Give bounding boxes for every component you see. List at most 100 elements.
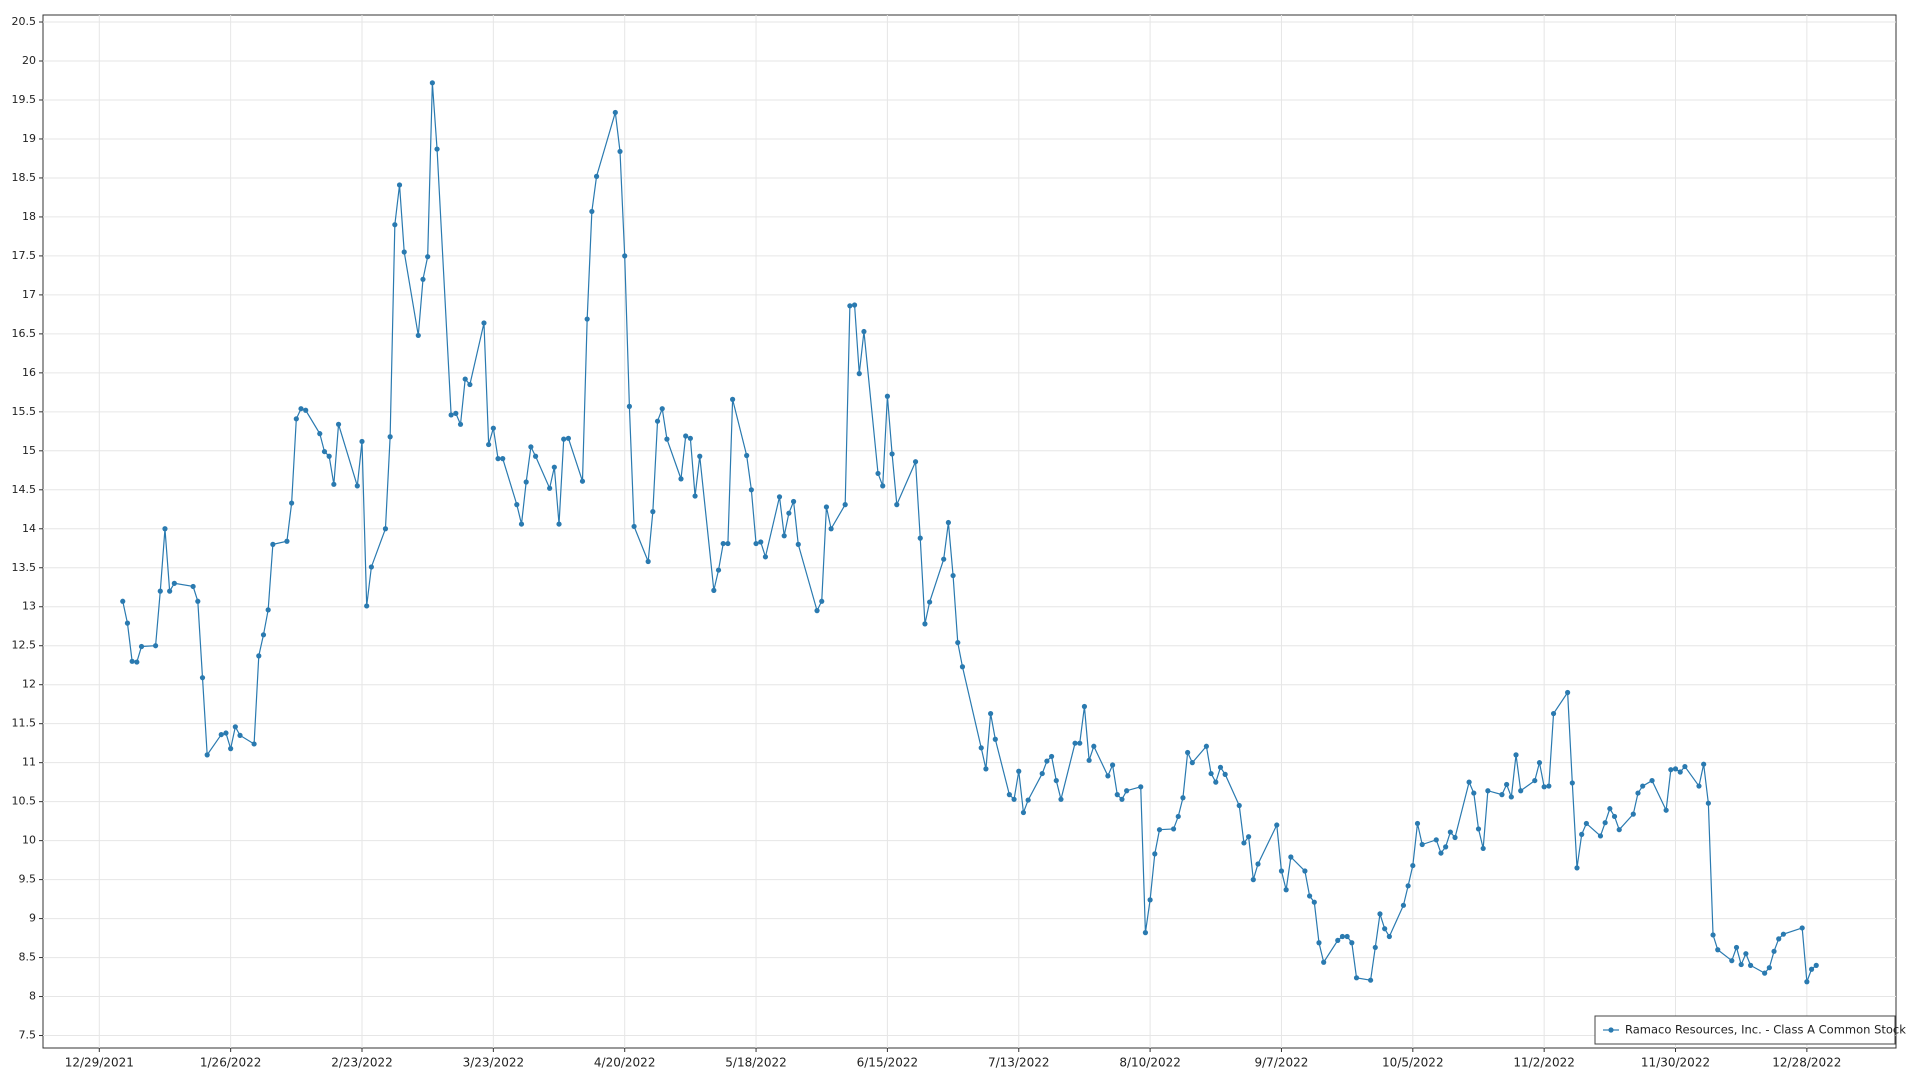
x-tick-label: 3/23/2022: [463, 1056, 525, 1070]
x-tick-label: 7/13/2022: [988, 1056, 1050, 1070]
y-tick-label: 12: [22, 678, 36, 691]
data-point: [776, 494, 783, 500]
data-point: [514, 502, 520, 508]
data-point: [922, 621, 928, 627]
x-tick-label: 12/28/2022: [1772, 1056, 1841, 1070]
data-point: [1682, 763, 1688, 770]
data-point: [1466, 779, 1472, 785]
data-point: [1640, 783, 1646, 789]
data-point: [1672, 766, 1679, 772]
data-point: [1053, 777, 1059, 784]
data-point: [335, 421, 342, 427]
data-point: [1780, 931, 1787, 937]
x-tick-label: 12/29/2021: [65, 1056, 134, 1070]
data-point: [1504, 781, 1510, 788]
data-point: [1541, 784, 1547, 790]
data-point: [518, 521, 525, 527]
data-point: [758, 539, 764, 545]
data-point: [124, 620, 131, 626]
data-point: [1447, 829, 1453, 835]
data-point: [626, 403, 632, 409]
y-tick-label: 8: [29, 990, 36, 1003]
data-point: [1377, 911, 1383, 917]
y-tick-label: 13: [22, 600, 36, 613]
data-point: [1124, 788, 1130, 794]
data-point: [1776, 936, 1782, 942]
y-tick-label: 11.5: [12, 717, 37, 730]
grid: [43, 15, 1896, 1048]
data-point: [1344, 933, 1350, 940]
data-point: [1386, 933, 1392, 940]
y-tick-label: 20.5: [12, 15, 37, 28]
data-point: [861, 328, 867, 335]
data-point: [1016, 768, 1022, 774]
data-point: [1574, 865, 1580, 871]
data-point: [927, 599, 933, 605]
data-point: [1086, 757, 1092, 763]
data-point: [415, 332, 421, 339]
data-point: [917, 535, 923, 541]
data-point: [1649, 777, 1655, 784]
data-point: [382, 526, 389, 532]
data-point: [664, 436, 670, 442]
data-point: [762, 554, 769, 560]
data-point: [195, 598, 201, 604]
data-point: [1255, 861, 1261, 867]
data-point: [584, 316, 590, 322]
data-point: [950, 572, 956, 579]
data-point: [218, 731, 224, 738]
data-point: [1147, 897, 1153, 903]
data-point: [1611, 813, 1618, 820]
data-point: [1302, 868, 1308, 874]
data-point: [1696, 783, 1702, 789]
data-point: [556, 521, 562, 527]
y-tick-label: 18: [22, 210, 36, 223]
data-point: [1480, 845, 1486, 852]
data-point: [1339, 933, 1346, 940]
data-point: [978, 745, 984, 751]
y-tick-label: 10: [22, 834, 36, 847]
y-tick-label: 17: [22, 288, 36, 301]
data-point: [697, 453, 703, 459]
data-point: [392, 222, 398, 228]
data-point: [1203, 743, 1210, 749]
data-point: [1513, 752, 1519, 758]
data-point: [1405, 883, 1411, 889]
data-point: [162, 526, 168, 532]
data-point: [786, 510, 792, 516]
data-point: [1518, 788, 1524, 794]
data-point: [1550, 710, 1557, 717]
data-point: [157, 588, 163, 594]
data-point: [1808, 966, 1815, 972]
y-tick-label: 11: [22, 756, 36, 769]
data-point: [1081, 703, 1088, 710]
data-point: [955, 639, 961, 646]
data-point: [1668, 767, 1674, 773]
x-tick-label: 6/15/2022: [857, 1056, 919, 1070]
data-point: [167, 588, 173, 594]
data-point: [1208, 770, 1214, 777]
data-point: [1433, 837, 1439, 843]
data-point: [420, 276, 426, 282]
data-point: [152, 643, 159, 649]
data-point: [561, 436, 567, 442]
data-point: [687, 435, 693, 441]
data-point: [547, 485, 553, 491]
data-point: [256, 653, 262, 659]
data-point: [481, 320, 487, 326]
data-point: [1630, 811, 1636, 817]
data-point: [1602, 820, 1608, 826]
data-point: [1349, 940, 1355, 946]
x-tick-label: 8/10/2022: [1119, 1056, 1181, 1070]
data-point: [326, 453, 332, 459]
data-point: [1044, 758, 1050, 764]
data-point: [448, 412, 454, 418]
data-point: [467, 381, 473, 388]
data-point: [251, 741, 257, 747]
data-point: [823, 504, 830, 510]
data-point: [1353, 975, 1360, 981]
data-point: [983, 766, 989, 772]
data-point: [1382, 926, 1388, 932]
data-point: [683, 433, 689, 439]
data-point: [368, 564, 374, 570]
